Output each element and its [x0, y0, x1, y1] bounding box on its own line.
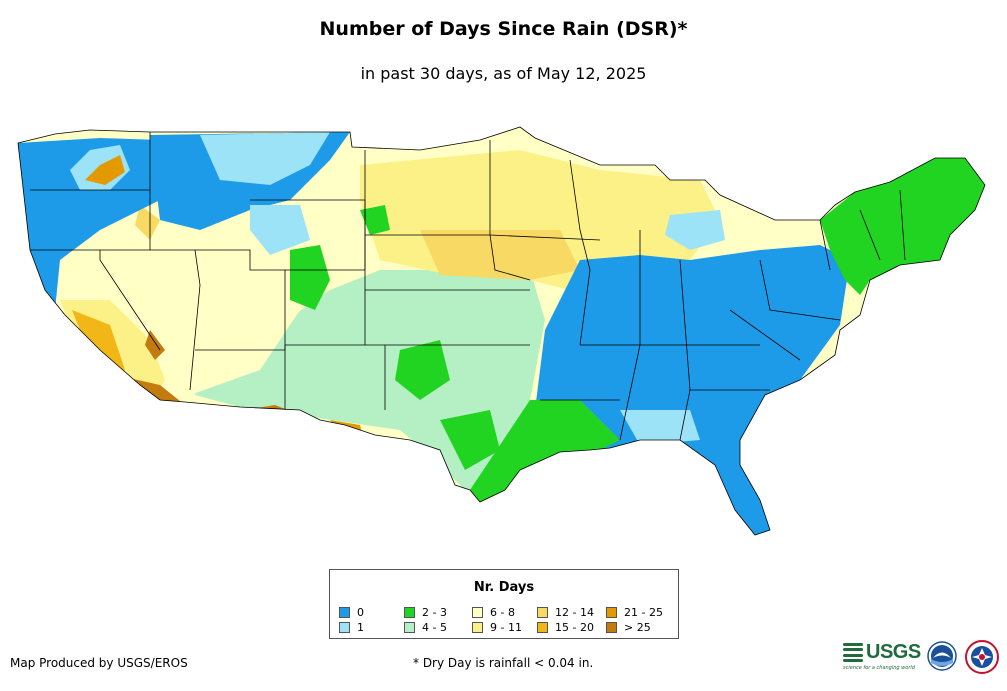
noaa-logo — [927, 641, 957, 671]
legend-swatch — [472, 622, 483, 633]
legend-swatch — [606, 607, 617, 618]
legend-label: 1 — [357, 621, 364, 634]
map-credit: Map Produced by USGS/EROS — [10, 656, 188, 670]
legend-item-4: 6 - 8 — [472, 606, 515, 619]
usgs-logo: USGS — [843, 641, 921, 664]
legend-swatch — [606, 622, 617, 633]
legend-label: 9 - 11 — [490, 621, 522, 634]
legend-title: Nr. Days — [473, 580, 535, 595]
map-title: Number of Days Since Rain (DSR)* — [319, 18, 688, 40]
legend-label: 0 — [357, 606, 364, 619]
legend-item-3: 4 - 5 — [404, 621, 447, 634]
legend-item-8: 21 - 25 — [606, 606, 663, 619]
legend-item-5: 9 - 11 — [472, 621, 522, 634]
dsr-map — [17, 126, 986, 536]
legend-swatch — [472, 607, 483, 618]
legend-swatch — [339, 607, 350, 618]
legend-item-0: 0 — [339, 606, 364, 619]
legend-item-6: 12 - 14 — [537, 606, 594, 619]
legend-label: 4 - 5 — [422, 621, 447, 634]
legend-swatch — [404, 622, 415, 633]
legend-item-2: 2 - 3 — [404, 606, 447, 619]
legend-item-9: > 25 — [606, 621, 651, 634]
legend-item-1: 1 — [339, 621, 364, 634]
legend: Nr. Days 0 1 2 - 3 4 - 5 6 - 8 9 - 11 12… — [329, 569, 679, 639]
nws-logo — [965, 640, 999, 674]
legend-label: 21 - 25 — [624, 606, 663, 619]
legend-swatch — [537, 607, 548, 618]
legend-label: 12 - 14 — [555, 606, 594, 619]
legend-swatch — [404, 607, 415, 618]
agency-logos: USGS science for a changing world — [843, 638, 1003, 678]
usgs-tagline: science for a changing world — [843, 665, 915, 671]
legend-swatch — [339, 622, 350, 633]
legend-label: 6 - 8 — [490, 606, 515, 619]
legend-label: 2 - 3 — [422, 606, 447, 619]
usgs-wave-icon — [843, 642, 863, 663]
legend-item-7: 15 - 20 — [537, 621, 594, 634]
legend-label: 15 - 20 — [555, 621, 594, 634]
dsr-shading — [18, 127, 985, 535]
usgs-wordmark: USGS — [866, 641, 921, 663]
legend-label: > 25 — [624, 621, 651, 634]
dry-day-footnote: * Dry Day is rainfall < 0.04 in. — [413, 656, 594, 670]
legend-swatch — [537, 622, 548, 633]
map-subtitle: in past 30 days, as of May 12, 2025 — [360, 64, 647, 83]
